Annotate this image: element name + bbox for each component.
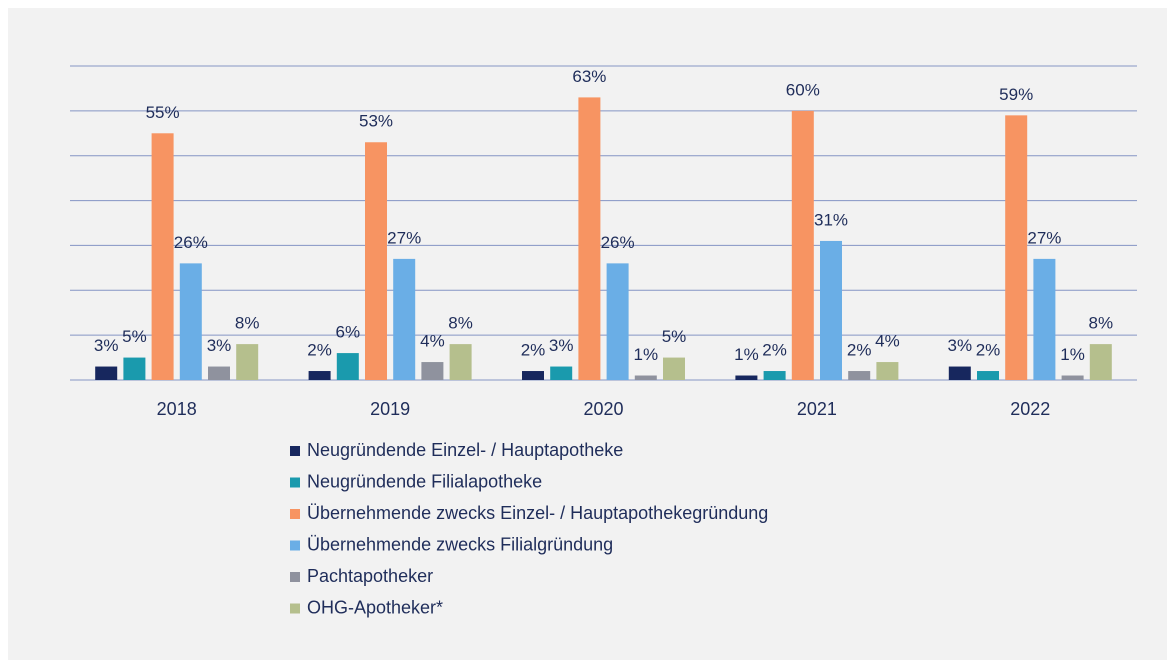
bar (421, 362, 444, 380)
value-label: 60% (786, 80, 820, 99)
value-label: 8% (1089, 314, 1114, 333)
bar (236, 344, 259, 380)
value-label: 5% (122, 327, 147, 346)
bar (876, 362, 899, 380)
x-tick-label: 2021 (797, 399, 837, 419)
bar (606, 263, 629, 380)
value-label: 2% (762, 341, 787, 360)
legend-swatch (290, 603, 300, 614)
value-label: 2% (976, 341, 1001, 360)
bar (735, 375, 758, 380)
bar (365, 142, 387, 380)
value-label: 4% (875, 332, 900, 351)
bar (977, 371, 999, 380)
bar (1089, 344, 1112, 380)
value-label: 2% (307, 341, 332, 360)
bar (791, 110, 814, 380)
value-label: 8% (235, 314, 260, 333)
value-label: 1% (1060, 345, 1085, 364)
bar (663, 357, 685, 380)
x-tick-label: 2022 (1010, 399, 1050, 419)
x-tick-label: 2020 (583, 399, 623, 419)
value-label: 2% (847, 341, 872, 360)
value-label: 27% (1027, 228, 1061, 247)
value-label: 1% (634, 345, 659, 364)
legend-label: Pachtapotheker (307, 566, 433, 586)
legend-swatch (290, 477, 300, 488)
x-tick-label: 2019 (370, 399, 410, 419)
bar (151, 133, 174, 380)
value-label: 3% (207, 336, 232, 355)
value-label: 26% (601, 233, 635, 252)
legend-label: Übernehmende zwecks Filialgründung (307, 534, 613, 554)
value-label: 26% (174, 233, 208, 252)
value-label: 31% (814, 210, 848, 229)
x-tick-label: 2018 (157, 399, 197, 419)
bar (179, 263, 202, 380)
legend-label: Neugründende Filialapotheke (307, 471, 542, 491)
value-label: 53% (359, 112, 393, 131)
value-label: 1% (734, 345, 759, 364)
bar (308, 371, 331, 380)
bar (1033, 258, 1056, 380)
value-label: 3% (549, 336, 574, 355)
bar (848, 371, 871, 380)
bar (763, 371, 786, 380)
value-label: 6% (336, 323, 361, 342)
value-label: 27% (387, 228, 421, 247)
bar (820, 240, 842, 380)
value-label: 5% (662, 327, 687, 346)
value-label: 63% (572, 67, 606, 86)
bar (123, 357, 146, 380)
bar (449, 344, 472, 380)
bar (634, 375, 657, 380)
value-label: 3% (948, 336, 973, 355)
legend-label: OHG-Apotheker* (307, 597, 443, 617)
value-label: 2% (521, 341, 546, 360)
legend-label: Neugründende Einzel- / Hauptapotheke (307, 440, 623, 460)
bar (95, 366, 118, 380)
bar (578, 97, 601, 381)
value-label: 4% (420, 332, 445, 351)
bar (948, 366, 971, 380)
bar (336, 353, 359, 380)
bar (393, 258, 416, 380)
legend-swatch (290, 540, 300, 551)
value-label: 8% (448, 314, 473, 333)
legend-swatch (290, 446, 300, 456)
bar (208, 366, 230, 380)
legend-swatch (290, 509, 300, 519)
value-label: 55% (146, 103, 180, 122)
bar (1061, 375, 1084, 380)
legend-swatch (290, 572, 300, 582)
value-label: 59% (999, 85, 1033, 104)
value-label: 3% (94, 336, 119, 355)
legend-label: Übernehmende zwecks Einzel- / Hauptapoth… (307, 503, 768, 523)
bar (522, 371, 544, 380)
bar (550, 366, 573, 380)
bar (1005, 115, 1028, 380)
